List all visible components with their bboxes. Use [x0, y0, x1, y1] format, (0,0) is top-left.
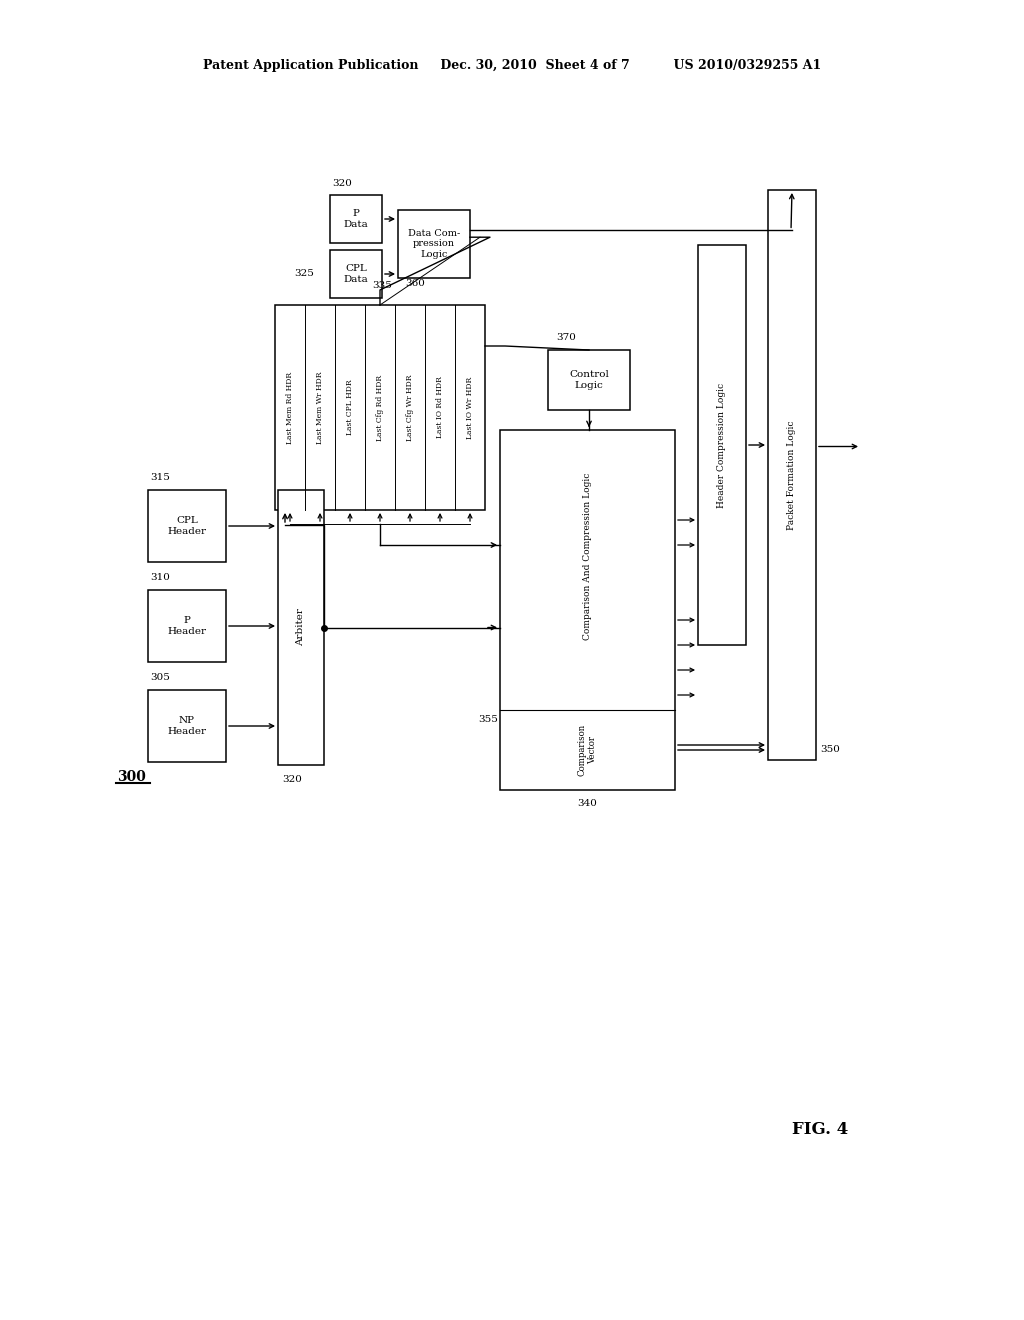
Text: 320: 320	[332, 178, 352, 187]
Text: 305: 305	[150, 673, 170, 682]
Text: Last CPL HDR: Last CPL HDR	[346, 380, 354, 436]
Text: Last Mem Wr HDR: Last Mem Wr HDR	[316, 371, 324, 444]
Text: Arbiter: Arbiter	[297, 609, 305, 647]
Text: Last Mem Rd HDR: Last Mem Rd HDR	[286, 371, 294, 444]
Bar	[148, 590, 226, 663]
Text: Last IO Wr HDR: Last IO Wr HDR	[466, 376, 474, 438]
Text: Packet Formation Logic: Packet Formation Logic	[787, 420, 797, 529]
Text: Header Compression Logic: Header Compression Logic	[718, 383, 726, 508]
Bar	[275, 305, 485, 510]
Text: 320: 320	[282, 775, 302, 784]
Text: Comparison And Compression Logic: Comparison And Compression Logic	[583, 473, 592, 640]
Text: 315: 315	[150, 474, 170, 483]
Bar	[330, 249, 382, 298]
Text: CPL
Data: CPL Data	[344, 264, 369, 284]
Bar	[398, 210, 470, 279]
Bar	[330, 195, 382, 243]
Bar	[698, 246, 746, 645]
Text: 340: 340	[578, 800, 597, 808]
Text: 310: 310	[150, 573, 170, 582]
Bar	[500, 430, 675, 789]
Bar	[148, 490, 226, 562]
Bar	[768, 190, 816, 760]
Text: 360: 360	[406, 279, 425, 288]
Text: Control
Logic: Control Logic	[569, 371, 609, 389]
Text: 355: 355	[478, 715, 498, 725]
Text: Data Com-
pression
Logic: Data Com- pression Logic	[408, 230, 460, 259]
Text: 300: 300	[118, 770, 146, 784]
Text: 335: 335	[372, 281, 392, 290]
Text: P
Data: P Data	[344, 210, 369, 228]
Text: 325: 325	[294, 269, 314, 279]
Text: NP
Header: NP Header	[168, 717, 207, 735]
Text: 370: 370	[556, 334, 575, 342]
Text: Last IO Rd HDR: Last IO Rd HDR	[436, 376, 444, 438]
Text: Last Cfg Wr HDR: Last Cfg Wr HDR	[406, 375, 414, 441]
Text: Patent Application Publication     Dec. 30, 2010  Sheet 4 of 7          US 2010/: Patent Application Publication Dec. 30, …	[203, 58, 821, 71]
Text: Last Cfg Rd HDR: Last Cfg Rd HDR	[376, 375, 384, 441]
Text: CPL
Header: CPL Header	[168, 516, 207, 536]
Text: 350: 350	[820, 746, 840, 755]
Text: Comparison
Vector: Comparison Vector	[578, 723, 597, 776]
Bar	[278, 490, 324, 766]
Text: FIG. 4: FIG. 4	[792, 1122, 848, 1138]
Bar	[548, 350, 630, 411]
Bar	[148, 690, 226, 762]
Text: P
Header: P Header	[168, 616, 207, 636]
